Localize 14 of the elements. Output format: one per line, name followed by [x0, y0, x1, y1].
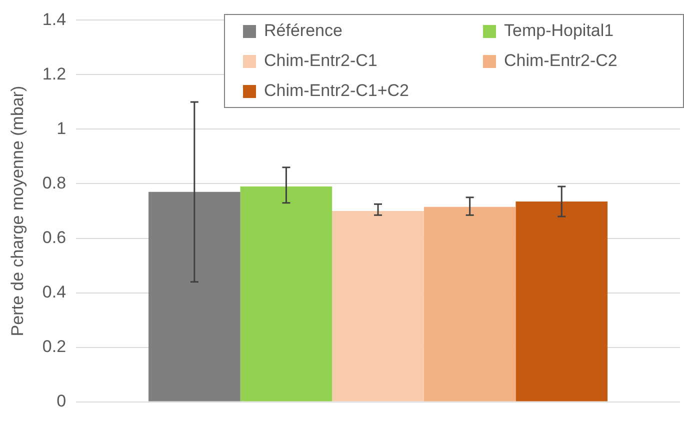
legend-label: Chim-Entr2-C1 — [264, 51, 378, 71]
legend-label: Temp-Hopital1 — [504, 21, 614, 41]
legend-label: Chim-Entr2-C1+C2 — [264, 81, 410, 101]
y-tick-label: 0.6 — [42, 228, 66, 247]
y-tick-label: 0.8 — [42, 173, 66, 192]
y-tick-label: 0 — [56, 391, 66, 410]
y-tick-label: 1.4 — [42, 10, 66, 29]
legend-label: Référence — [264, 21, 342, 41]
legend-label: Chim-Entr2-C2 — [504, 51, 618, 71]
y-tick-label: 1.2 — [42, 64, 66, 84]
y-axis-title: Perte de charge moyenne (mbar) — [8, 86, 27, 336]
y-tick-label: 1 — [56, 118, 66, 138]
y-tick-label: 0.4 — [42, 282, 66, 302]
y-tick-label: 0.2 — [42, 336, 66, 356]
